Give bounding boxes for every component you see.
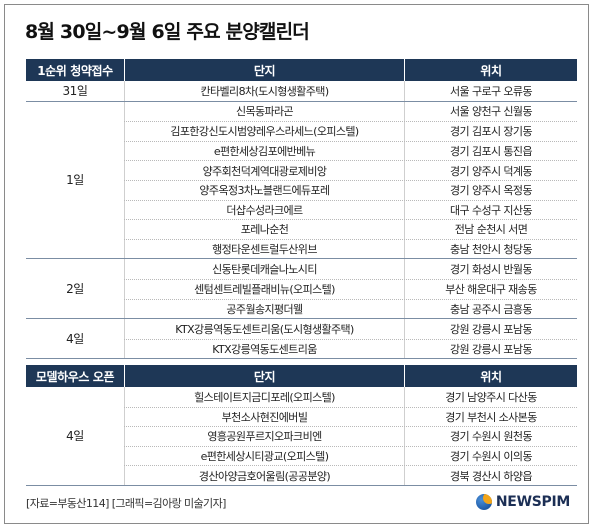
table-row: KTX강릉역동도센트리움(도시형생활주택) 강원 강릉시 포남동 xyxy=(124,319,577,339)
table-row: 양주옥정3차노블랜드에듀포레 경기 양주시 옥정동 xyxy=(124,179,577,200)
complex-location: 경기 남양주시 다산동 xyxy=(404,387,577,407)
newspim-logo: NEWSPIM xyxy=(475,494,570,510)
subscription-table: 1순위 청약접수 단지 위치 31일 칸타벨리8차(도시형생활주택) 서울 구로구 … xyxy=(26,59,577,360)
complex-name: 포레나순천 xyxy=(124,220,404,239)
complex-name: 신동탄롯데캐슬나노시티 xyxy=(124,259,404,279)
modelhouse-table: 모델하우스 오픈 단지 위치 4일 힐스테이트지금디포레(오피스텔) 경기 남양주시… xyxy=(26,365,577,486)
complex-name: 힐스테이트지금디포레(오피스텔) xyxy=(124,387,404,407)
complex-name: KTX강릉역동도센트리움 xyxy=(124,339,404,359)
modelhouse-table-header: 모델하우스 오픈 단지 위치 xyxy=(26,365,577,387)
complex-location: 전남 순천시 서면 xyxy=(404,220,577,239)
table-row: 신목동파라곤 서울 양천구 신월동 xyxy=(124,101,577,122)
table-row: e편한세상김포에반베뉴 경기 김포시 통진읍 xyxy=(124,140,577,161)
table-row: 신동탄롯데캐슬나노시티 경기 화성시 반월동 xyxy=(124,259,577,279)
date-label: 31일 xyxy=(62,84,88,99)
table-row: 칸타벨리8차(도시형생활주택) 서울 구로구 오류동 xyxy=(124,81,577,101)
complex-location: 경기 양주시 옥정동 xyxy=(404,180,577,200)
complex-location: 강원 강릉시 포남동 xyxy=(404,339,577,359)
complex-name: 센텀센트레빌플래비뉴(오피스텔) xyxy=(124,279,404,299)
complex-name: 신목동파라곤 xyxy=(124,101,404,122)
header-complex: 단지 xyxy=(124,365,404,387)
infographic-frame: 8월 30일~9월 6일 주요 분양캘린더 1순위 청약접수 단지 위치 31일… xyxy=(4,4,589,524)
complex-name: 경산아양금호어울림(공공분양) xyxy=(124,466,404,485)
date-label: 1일 xyxy=(66,173,84,188)
complex-name: 양주회천덕계역대광로제비앙 xyxy=(124,161,404,180)
table-row: 공주월송지평더웰 충남 공주시 금흥동 xyxy=(124,298,577,319)
complex-location: 경기 수원시 이의동 xyxy=(404,446,577,466)
table-row: 포레나순천 전남 순천시 서면 xyxy=(124,219,577,239)
complex-location: 대구 수성구 지산동 xyxy=(404,200,577,220)
date-label: 4일 xyxy=(66,429,84,444)
complex-name: KTX강릉역동도센트리움(도시형생활주택) xyxy=(124,319,404,339)
table-row: 양주회천덕계역대광로제비앙 경기 양주시 덕계동 xyxy=(124,160,577,180)
complex-location: 충남 천안시 청당동 xyxy=(404,239,577,259)
complex-name: 칸타벨리8차(도시형생활주택) xyxy=(124,81,404,101)
table-row: 행정타운센트럴두산위브 충남 천안시 청당동 xyxy=(124,238,577,259)
table-row: 경산아양금호어울림(공공분양) 경북 경산시 하양읍 xyxy=(124,465,577,485)
table-row: 김포한강신도시범양레우스라세느(오피스텔) 경기 김포시 장기동 xyxy=(124,121,577,141)
logo-text: NEWSPIM xyxy=(495,494,570,510)
page-title: 8월 30일~9월 6일 주요 분양캘린더 xyxy=(25,21,310,43)
complex-location: 서울 구로구 오류동 xyxy=(404,81,577,101)
date-group: 31일 칸타벨리8차(도시형생활주택) 서울 구로구 오류동 xyxy=(26,81,577,102)
complex-name: 김포한강신도시범양레우스라세느(오피스텔) xyxy=(124,122,404,141)
complex-location: 경북 경산시 하양읍 xyxy=(404,466,577,485)
date-group: 2일 신동탄롯데캐슬나노시티 경기 화성시 반월동 센텀센트레빌플래비뉴(오피스텔) 부… xyxy=(26,259,577,320)
header-location: 위치 xyxy=(404,59,577,81)
complex-location: 경기 김포시 통진읍 xyxy=(404,141,577,161)
modelhouse-table-body: 4일 힐스테이트지금디포레(오피스텔) 경기 남양주시 다산동 부천소사현진에버빌 경기… xyxy=(26,387,577,486)
date-label: 4일 xyxy=(66,332,84,347)
complex-name: 공주월송지평더웰 xyxy=(124,299,404,319)
complex-location: 부산 해운대구 재송동 xyxy=(404,279,577,299)
table-row: 부천소사현진에버빌 경기 부천시 소사본동 xyxy=(124,406,577,427)
table-row: e편한세상시티광교(오피스텔) 경기 수원시 이의동 xyxy=(124,445,577,466)
table-row: 더샵수성라크에르 대구 수성구 지산동 xyxy=(124,199,577,220)
date-group: 4일 KTX강릉역동도센트리움(도시형생활주택) 강원 강릉시 포남동 KTX강릉역동… xyxy=(26,319,577,360)
complex-name: 양주옥정3차노블랜드에듀포레 xyxy=(124,180,404,200)
complex-location: 서울 양천구 신월동 xyxy=(404,101,577,122)
complex-location: 경기 화성시 반월동 xyxy=(404,259,577,279)
header-date: 모델하우스 오픈 xyxy=(35,369,115,384)
complex-name: 부천소사현진에버빌 xyxy=(124,407,404,427)
source-credit: [자료=부동산114] [그래픽=김아랑 미술기자] xyxy=(26,497,226,510)
complex-location: 강원 강릉시 포남동 xyxy=(404,319,577,339)
table-row: 힐스테이트지금디포레(오피스텔) 경기 남양주시 다산동 xyxy=(124,387,577,407)
header-date: 1순위 청약접수 xyxy=(37,63,113,78)
date-label: 2일 xyxy=(66,282,84,297)
subscription-table-header: 1순위 청약접수 단지 위치 xyxy=(26,59,577,81)
complex-name: e편한세상김포에반베뉴 xyxy=(124,141,404,161)
newspim-logo-icon xyxy=(475,494,492,510)
complex-name: e편한세상시티광교(오피스텔) xyxy=(124,446,404,466)
complex-name: 더샵수성라크에르 xyxy=(124,200,404,220)
complex-location: 충남 공주시 금흥동 xyxy=(404,299,577,319)
complex-name: 행정타운센트럴두산위브 xyxy=(124,239,404,259)
subscription-table-body: 31일 칸타벨리8차(도시형생활주택) 서울 구로구 오류동 1일 신목동파라곤 서울 양… xyxy=(26,81,577,360)
complex-location: 경기 부천시 소사본동 xyxy=(404,407,577,427)
date-group: 1일 신목동파라곤 서울 양천구 신월동 김포한강신도시범양레우스라세느(오피스텔) 경… xyxy=(26,101,577,260)
table-row: KTX강릉역동도센트리움 강원 강릉시 포남동 xyxy=(124,338,577,359)
complex-location: 경기 수원시 원천동 xyxy=(404,427,577,446)
date-group: 4일 힐스테이트지금디포레(오피스텔) 경기 남양주시 다산동 부천소사현진에버빌 경기… xyxy=(26,387,577,486)
table-row: 영흥공원푸르지오파크비엔 경기 수원시 원천동 xyxy=(124,426,577,446)
table-row: 센텀센트레빌플래비뉴(오피스텔) 부산 해운대구 재송동 xyxy=(124,278,577,299)
complex-location: 경기 양주시 덕계동 xyxy=(404,161,577,180)
header-location: 위치 xyxy=(404,365,577,387)
complex-location: 경기 김포시 장기동 xyxy=(404,122,577,141)
complex-name: 영흥공원푸르지오파크비엔 xyxy=(124,427,404,446)
header-complex: 단지 xyxy=(124,59,404,81)
